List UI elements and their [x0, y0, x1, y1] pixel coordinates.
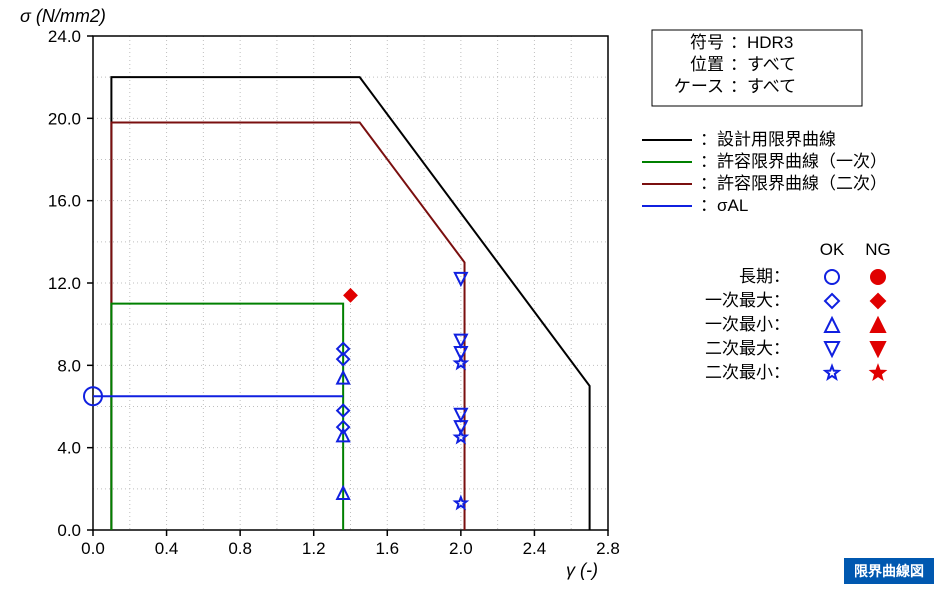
svg-text:2.8: 2.8	[596, 539, 620, 558]
svg-text:：許容限界曲線（一次）: ：許容限界曲線（一次）	[700, 152, 887, 171]
svg-text:：すべて: ：すべて	[730, 77, 796, 96]
svg-text:2.4: 2.4	[523, 539, 547, 558]
svg-text:2.0: 2.0	[449, 539, 473, 558]
svg-text:一次最小：: 一次最小：	[705, 315, 790, 334]
svg-text:16.0: 16.0	[48, 192, 81, 211]
svg-text:σ (N/mm2): σ (N/mm2)	[20, 6, 106, 26]
svg-text:OK: OK	[820, 240, 845, 259]
limit-curve-chart: 0.0 0.4 0.8 1.2 1.6 2.0 2.4 2.8 0.0 4.0 8.0 12.0 16.…	[0, 0, 940, 590]
svg-text:0.0: 0.0	[81, 539, 105, 558]
svg-text:1.6: 1.6	[375, 539, 399, 558]
svg-text:：許容限界曲線（二次）: ：許容限界曲線（二次）	[700, 174, 887, 193]
svg-text:長期：: 長期：	[739, 267, 790, 286]
svg-text:符号: 符号	[690, 33, 724, 52]
svg-text:：σAL: ：σAL	[700, 196, 748, 215]
svg-text:8.0: 8.0	[57, 356, 81, 375]
svg-text:一次最大：: 一次最大：	[705, 291, 790, 310]
svg-text:二次最小：: 二次最小：	[705, 363, 790, 382]
svg-text:0.0: 0.0	[57, 521, 81, 540]
svg-text:4.0: 4.0	[57, 439, 81, 458]
svg-text:位置: 位置	[690, 55, 724, 74]
svg-text:1.2: 1.2	[302, 539, 326, 558]
svg-text:0.4: 0.4	[155, 539, 179, 558]
svg-text:24.0: 24.0	[48, 27, 81, 46]
svg-text:12.0: 12.0	[48, 274, 81, 293]
svg-text:0.8: 0.8	[228, 539, 252, 558]
svg-text:：すべて: ：すべて	[730, 55, 796, 74]
svg-text:ケース: ケース	[674, 77, 724, 96]
svg-text:：設計用限界曲線: ：設計用限界曲線	[700, 130, 836, 149]
svg-text:20.0: 20.0	[48, 109, 81, 128]
svg-text:γ (-): γ (-)	[566, 560, 598, 580]
footer-tag: 限界曲線図	[844, 558, 934, 584]
svg-text:NG: NG	[865, 240, 891, 259]
svg-text:二次最大：: 二次最大：	[705, 339, 790, 358]
svg-text:：HDR3: ：HDR3	[730, 33, 793, 52]
